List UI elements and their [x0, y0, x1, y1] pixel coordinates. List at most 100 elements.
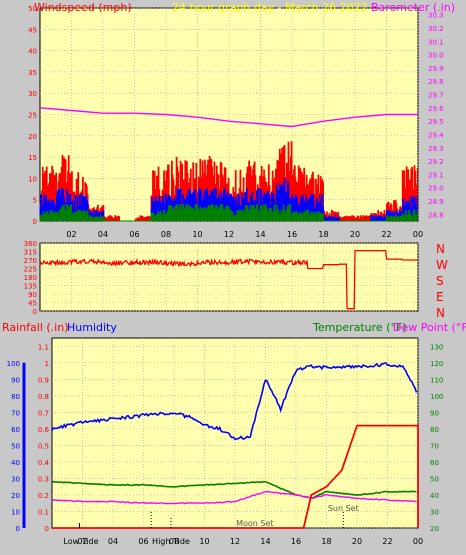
wind-tick-label: 25	[28, 112, 37, 120]
time-tick-label: 10	[192, 230, 202, 239]
time-tick-label: 20	[350, 230, 360, 239]
time-tick-label: 00	[413, 230, 423, 239]
rainfall-tick-label: 0.4	[38, 459, 50, 467]
time-tick-label: 04	[108, 537, 118, 546]
barometer-tick-label: 30.0	[428, 52, 444, 60]
wind-panel-series	[39, 107, 418, 222]
humidity-tick-label: 40	[11, 459, 20, 467]
barometer-tick-label: 30.1	[428, 38, 444, 46]
direction-tick-label: 90	[28, 291, 37, 299]
wind-tick-label: 50	[28, 5, 37, 13]
temperature-tick-label: 130	[430, 343, 443, 351]
rainfall-tick-label: 1	[45, 360, 49, 368]
barometer-tick-label: 29.0	[428, 185, 444, 193]
time-tick-label: 14	[260, 537, 270, 546]
wind-tick-label: 20	[28, 133, 37, 141]
barometer-tick-label: 29.1	[428, 171, 444, 179]
barometer-tick-label: 29.9	[428, 65, 444, 73]
humidity-tick-label: 10	[11, 508, 20, 516]
time-tick-label: 06	[138, 537, 148, 546]
dewpoint-axis-title: Dew Point (°F)	[393, 321, 466, 334]
temperature-tick-label: 50	[430, 475, 439, 483]
temperature-tick-label: 80	[430, 426, 439, 434]
rainfall-tick-label: 0.2	[38, 492, 49, 500]
barometer-line	[39, 107, 418, 128]
moon-set-label: Moon Set	[236, 519, 273, 528]
time-tick-label: 16	[291, 537, 301, 546]
barometer-tick-label: 28.8	[428, 211, 444, 219]
temperature-tick-label: 20	[430, 525, 439, 533]
time-tick-label: 02	[77, 537, 87, 546]
compass-label: W	[436, 258, 448, 272]
barometer-tick-label: 30.3	[428, 12, 444, 20]
direction-tick-label: 225	[24, 266, 37, 274]
humidity-tick-label: 50	[11, 442, 20, 450]
time-tick-label: 18	[318, 230, 328, 239]
barometer-tick-label: 29.7	[428, 92, 444, 100]
rainfall-tick-label: 0.8	[38, 393, 49, 401]
rainfall-tick-label: 0.3	[38, 475, 49, 483]
time-tick-label: 12	[230, 537, 240, 546]
time-tick-label: 20	[352, 537, 362, 546]
rainfall-tick-label: 0.1	[38, 508, 49, 516]
humidity-tick-label: 0	[16, 525, 20, 533]
temperature-axis-title: Temperature (°F)	[312, 321, 407, 334]
direction-tick-label: 135	[24, 283, 37, 291]
wind-tick-label: 30	[28, 90, 37, 98]
barometer-tick-label: 28.9	[428, 198, 444, 206]
humidity-tick-label: 30	[11, 475, 20, 483]
direction-tick-label: 0	[33, 308, 37, 316]
humidity-tick-label: 80	[11, 393, 20, 401]
temperature-tick-label: 60	[430, 459, 439, 467]
temperature-tick-label: 90	[430, 409, 439, 417]
wind-direction-line	[39, 249, 418, 310]
time-tick-label: 16	[287, 230, 297, 239]
wind-tick-label: 0	[33, 218, 37, 226]
humidity-tick-label: 60	[11, 426, 20, 434]
wind-tick-label: 15	[28, 154, 37, 162]
wind-tick-label: 10	[28, 175, 37, 183]
barometer-tick-label: 30.2	[428, 25, 444, 33]
temp-panel-axes: 0 0.1 0.2 0.3 0.4 0.5 0.6 0.7 0.8 0.9 1 1.1 0 10 20 30 4…	[7, 343, 444, 546]
time-tick-label: 08	[161, 230, 171, 239]
compass-label: S	[436, 274, 444, 288]
barometer-tick-label: 29.4	[428, 131, 444, 139]
rainfall-axis-title: Rainfall (.in)	[2, 321, 69, 334]
barometer-tick-label: 29.3	[428, 145, 444, 153]
barometer-axis-title: Barometer (.in)	[371, 1, 455, 14]
sun-set-label: Sun Set	[328, 504, 359, 513]
humidity-line	[51, 362, 418, 441]
temperature-tick-label: 100	[430, 393, 443, 401]
temp-panel-series	[51, 362, 419, 529]
humidity-tick-label: 100	[7, 360, 20, 368]
low-tide-label: Low Tide	[63, 537, 98, 546]
compass-label: N	[436, 306, 445, 320]
temperature-tick-label: 30	[430, 508, 439, 516]
humidity-axis-title: Humidity	[67, 321, 117, 334]
compass-label: N	[436, 242, 445, 256]
wind-tick-label: 45	[28, 26, 37, 34]
time-tick-label: 18	[321, 537, 331, 546]
humidity-tick-label: 70	[11, 409, 20, 417]
dewpoint-line	[51, 490, 417, 505]
wind-tick-label: 40	[28, 48, 37, 56]
humidity-tick-label: 90	[11, 376, 20, 384]
wind-tick-label: 35	[28, 69, 37, 77]
temperature-tick-label: 40	[430, 492, 439, 500]
temperature-tick-label: 70	[430, 442, 439, 450]
rainfall-tick-label: 0.9	[38, 376, 49, 384]
temp-panel-background	[51, 337, 419, 529]
compass-label: E	[436, 290, 444, 304]
time-tick-label: 14	[255, 230, 265, 239]
direction-tick-label: 315	[24, 249, 37, 257]
rainfall-tick-label: 0	[45, 525, 49, 533]
rainfall-tick-label: 1.1	[38, 343, 49, 351]
time-tick-label: 22	[382, 537, 392, 546]
chart-title: 24 hour graph day - March 26 2022	[172, 1, 368, 14]
time-tick-label: 06	[129, 230, 139, 239]
wind-series-minimum	[39, 204, 418, 222]
wind-panel-axes: 0 5 10 15 20 25 30 35 40 45 50 28.8 28.9 29.0 29.1 29.2…	[28, 5, 444, 239]
temp-panel-events: Sun Set Moon Set Low Tide High Tide	[63, 504, 358, 546]
rainfall-tick-label: 0.7	[38, 409, 49, 417]
